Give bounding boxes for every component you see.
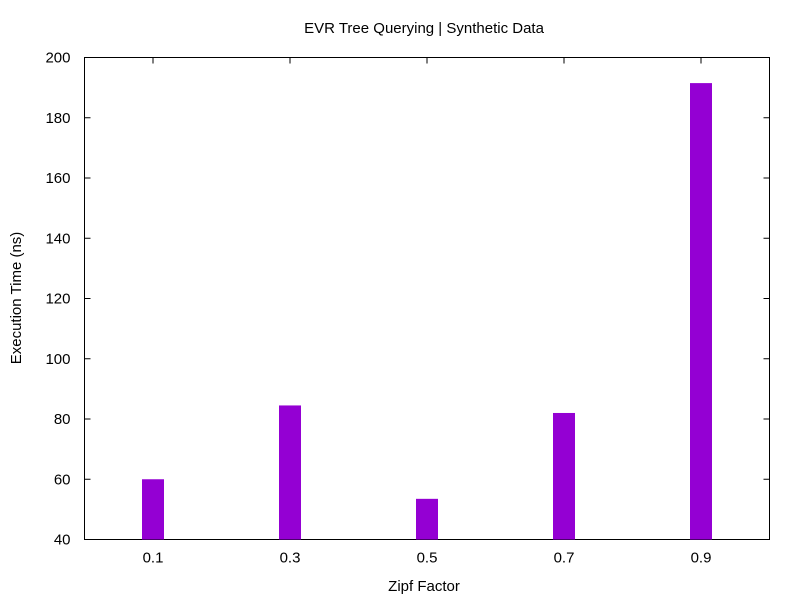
x-tick-label: 0.1 — [143, 550, 164, 567]
x-tick-label: 0.3 — [280, 550, 301, 567]
y-tick-label: 140 — [45, 230, 70, 247]
x-tick-label: 0.5 — [417, 550, 438, 567]
chart-title: EVR Tree Querying | Synthetic Data — [304, 20, 544, 37]
y-tick-label: 40 — [54, 532, 71, 549]
bar-0.7 — [553, 412, 575, 540]
x-tick-label: 0.7 — [554, 550, 575, 567]
y-tick-label: 80 — [54, 411, 71, 428]
y-tick-label: 60 — [54, 471, 71, 488]
x-tick-label: 0.9 — [691, 550, 712, 567]
x-axis-label: Zipf Factor — [388, 578, 460, 595]
bar-0.5 — [416, 498, 438, 540]
bar-0.1 — [142, 479, 164, 540]
bars — [142, 83, 712, 540]
y-tick-label: 200 — [45, 50, 70, 67]
y-tick-label: 100 — [45, 351, 70, 368]
plot-frame — [84, 57, 770, 540]
y-axis-label: Execution Time (ns) — [8, 232, 25, 365]
bar-0.3 — [279, 405, 301, 540]
y-tick-label: 180 — [45, 110, 70, 127]
y-axis-ticks: 40 60 80 100 120 140 160 180 200 — [45, 50, 770, 549]
bar-0.9 — [690, 83, 712, 540]
y-tick-label: 160 — [45, 170, 70, 187]
y-tick-label: 120 — [45, 291, 70, 308]
x-axis-ticks: 0.1 0.3 0.5 0.7 0.9 — [143, 57, 712, 567]
